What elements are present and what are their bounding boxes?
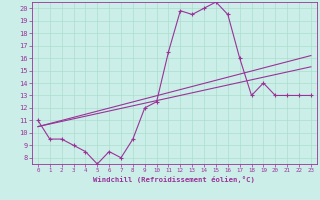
X-axis label: Windchill (Refroidissement éolien,°C): Windchill (Refroidissement éolien,°C) bbox=[93, 176, 255, 183]
